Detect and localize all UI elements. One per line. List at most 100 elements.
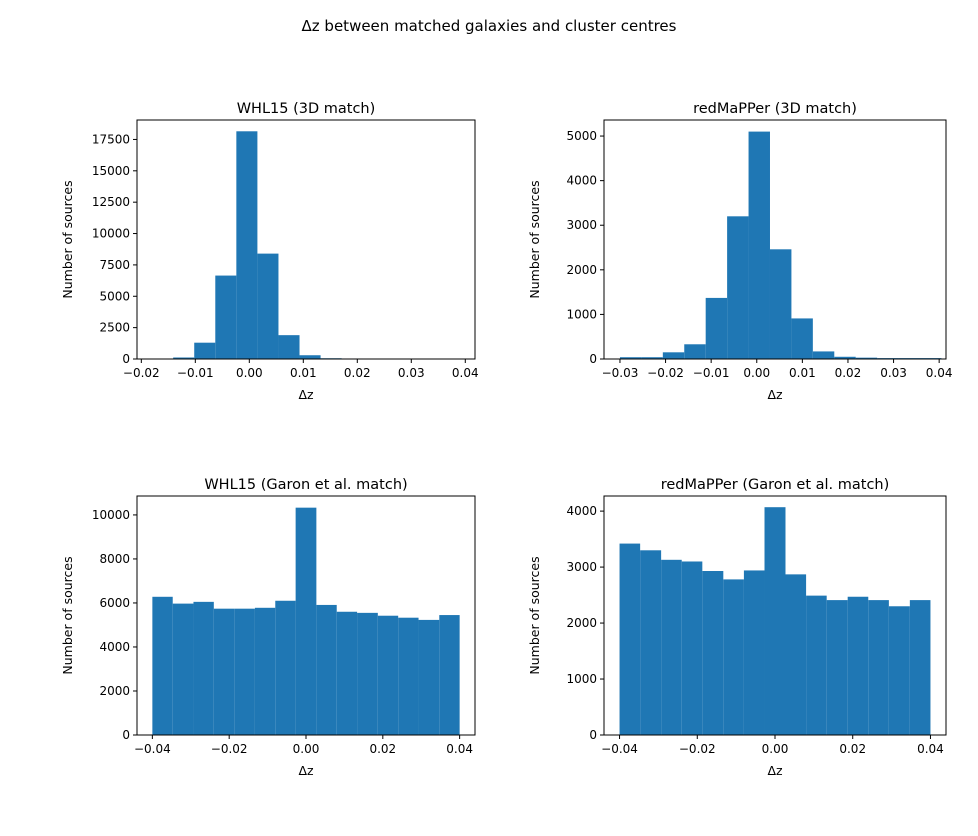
histogram-bar [278,335,300,359]
axes-frame [136,119,476,360]
x-tick-label: 0.00 [743,366,770,380]
y-tick-label: 2500 [99,321,130,335]
histogram-bar [640,550,662,735]
histogram-bar [234,608,255,735]
y-tick-label: 5000 [99,289,130,303]
histogram-bar [847,596,869,735]
x-tick-label: −0.02 [647,366,684,380]
histogram-bar [193,601,214,735]
x-tick-label: 0.00 [293,742,320,756]
x-axis-label: Δz [298,763,314,778]
y-tick-label: 5000 [566,129,597,143]
y-tick-label: 0 [122,352,130,366]
histogram-bar [702,571,724,735]
histogram-bar [743,570,765,735]
x-tick-label: 0.02 [839,742,866,756]
histogram-bar [357,612,378,735]
y-axis-label: Number of sources [527,556,542,674]
histogram-bar [764,507,786,735]
y-tick-label: 0 [589,352,597,366]
y-axis-label: Number of sources [60,556,75,674]
chart-title: WHL15 (Garon et al. match) [204,477,407,493]
histogram-bar [662,352,685,359]
histogram-bar [439,615,460,735]
y-axis-label: Number of sources [527,180,542,298]
x-tick-label: −0.01 [693,366,730,380]
x-axis-label: Δz [767,387,783,402]
y-tick-label: 8000 [99,552,130,566]
histogram-bar [641,357,663,359]
x-tick-label: −0.02 [679,742,716,756]
x-tick-label: 0.03 [398,366,425,380]
x-tick-label: −0.02 [123,366,160,380]
histogram-bar [619,357,642,359]
y-tick-label: 15000 [92,164,130,178]
histogram-bar [194,342,216,359]
x-tick-label: 0.04 [452,366,479,380]
y-tick-label: 4000 [99,640,130,654]
chart-panel-1: −0.02 −0.01 0.00 0.01 0.02 0.03 0.04 0 2500 5000 7… [60,101,479,402]
histogram-bar [834,356,856,359]
x-tick-label: 0.00 [762,742,789,756]
histogram-bar [257,253,279,359]
y-tick-label: 1000 [566,307,597,321]
histogram-bar [236,131,258,359]
y-tick-label: 17500 [92,132,130,146]
histogram-bar [681,561,703,735]
y-tick-label: 6000 [99,596,130,610]
x-tick-label: 0.02 [344,366,371,380]
y-tick-label: 3000 [566,560,597,574]
histogram-bar [806,595,827,735]
histogram-bar [152,596,173,735]
histogram-bar [173,357,195,359]
histogram-bar [909,600,931,735]
histogram-bar [377,615,399,735]
chart-panel-2: −0.03 −0.02 −0.01 0.00 0.01 0.02 0.03 0.04 0 1000… [527,101,953,402]
x-tick-label: 0.02 [835,366,862,380]
y-tick-label: 10000 [92,508,130,522]
y-tick-label: 4000 [566,174,597,188]
x-axis-label: Δz [298,387,314,402]
histogram-bar [785,574,807,735]
y-tick-label: 3000 [566,218,597,232]
histogram-bar [172,603,194,735]
y-axis-label: Number of sources [60,180,75,298]
histogram-bar [336,611,358,735]
histogram-bar [812,351,835,359]
chart-panel-3: −0.04 −0.02 0.00 0.02 0.04 0 2000 4000 6000 8000 1… [60,477,476,778]
axes-frame [603,119,947,360]
histogram-bar [826,600,848,735]
chart-title: redMaPPer (Garon et al. match) [661,477,890,493]
y-tick-label: 12500 [92,195,130,209]
x-tick-label: 0.04 [926,366,953,380]
y-tick-label: 2000 [99,684,130,698]
histogram-bar [398,617,419,735]
y-tick-label: 2000 [566,263,597,277]
x-tick-label: −0.04 [601,742,638,756]
x-tick-label: 0.00 [236,366,263,380]
histogram-bar [316,604,337,735]
histogram-bar [727,216,749,359]
histogram-bar [661,559,682,735]
histogram-bar [684,344,706,359]
y-tick-label: 10000 [92,227,130,241]
chart-title: WHL15 (3D match) [237,101,376,117]
histogram-bar [418,619,440,735]
figure-suptitle: Δz between matched galaxies and cluster … [302,17,677,35]
x-tick-label: 0.03 [880,366,907,380]
y-tick-label: 2000 [566,616,597,630]
histogram-bar [888,606,910,735]
x-tick-label: −0.02 [211,742,248,756]
histogram-bar [299,355,321,359]
histogram-bar [275,600,296,735]
x-tick-label: 0.04 [917,742,944,756]
y-tick-label: 1000 [566,672,597,686]
x-axis-label: Δz [767,763,783,778]
histogram-bar [791,318,813,359]
histogram-bar [619,543,641,735]
histogram-bar [254,607,276,735]
x-tick-label: 0.02 [369,742,396,756]
x-tick-label: −0.04 [134,742,171,756]
x-tick-label: −0.01 [177,366,214,380]
